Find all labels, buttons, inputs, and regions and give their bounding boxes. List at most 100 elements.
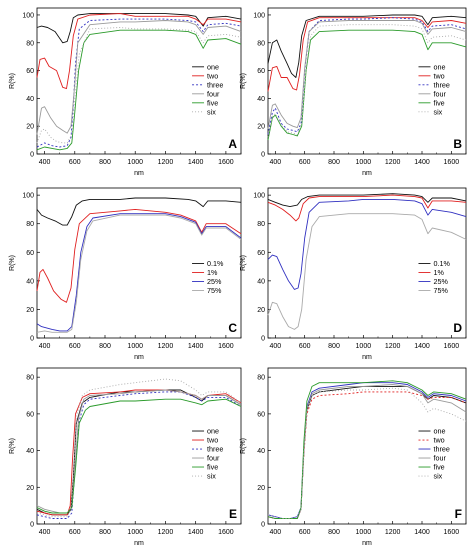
y-tick-label: 80 <box>257 375 265 382</box>
x-tick-label: 400 <box>269 529 281 536</box>
y-tick-label: 20 <box>26 307 34 314</box>
legend: 0.1%1%25%75% <box>418 259 450 295</box>
x-tick-label: 1400 <box>414 343 430 350</box>
legend-label: one <box>207 427 219 436</box>
x-tick-label: 800 <box>99 529 111 536</box>
series-line-3 <box>36 213 242 332</box>
y-axis-label: R(%) <box>9 73 16 89</box>
y-tick-label: 0 <box>30 522 34 529</box>
y-tick-label: 100 <box>253 193 265 200</box>
y-tick-label: 0 <box>30 336 34 343</box>
legend-label: five <box>433 463 444 472</box>
legend-label: four <box>433 454 446 463</box>
legend-label: 1% <box>207 268 218 277</box>
x-tick-label: 400 <box>269 343 281 350</box>
x-tick-label: 600 <box>299 159 311 166</box>
series-line-6 <box>267 24 467 138</box>
y-axis-label: R(%) <box>9 255 16 271</box>
y-axis-label: R(%) <box>240 255 247 271</box>
series-line-5 <box>36 398 242 514</box>
chart-panel-a: 400 600 800 1000 1200 1400 1600 0 20 40 60 80 100 nm R… <box>9 7 242 177</box>
series-line-4 <box>36 214 242 333</box>
legend-label: 1% <box>433 268 444 277</box>
y-tick-label: 40 <box>26 448 34 455</box>
series-line-3 <box>267 17 467 135</box>
y-tick-label: 80 <box>26 40 34 47</box>
y-tick-label: 20 <box>257 307 265 314</box>
plot-frame <box>36 367 242 525</box>
x-tick-label: 1200 <box>385 343 401 350</box>
x-tick-label: 800 <box>328 343 340 350</box>
legend-label: three <box>433 445 449 454</box>
x-tick-label: 1000 <box>127 343 143 350</box>
legend-label: 75% <box>433 286 448 295</box>
series-line-4 <box>267 20 467 130</box>
series-line-2 <box>267 194 467 222</box>
y-tick-label: 0 <box>261 336 265 343</box>
legend-label: five <box>207 463 218 472</box>
x-tick-label: 1200 <box>158 343 174 350</box>
y-tick-label: 20 <box>257 485 265 492</box>
x-tick-label: 1000 <box>356 529 372 536</box>
legend-label: six <box>433 107 442 116</box>
y-axis-label: R(%) <box>9 438 16 454</box>
y-tick-label: 0 <box>30 152 34 159</box>
x-axis-label: nm <box>362 354 372 361</box>
series-line-4 <box>36 20 242 135</box>
x-tick-label: 400 <box>39 529 51 536</box>
x-tick-label: 1400 <box>188 159 204 166</box>
x-tick-label: 600 <box>69 529 81 536</box>
y-tick-label: 40 <box>257 278 265 285</box>
series-line-5 <box>267 29 467 141</box>
y-tick-label: 0 <box>261 152 265 159</box>
legend-label: two <box>433 436 444 445</box>
legend-label: two <box>433 71 444 80</box>
panel-label: C <box>228 321 237 335</box>
legend-label: six <box>207 107 216 116</box>
legend-label: three <box>207 445 223 454</box>
y-tick-label: 0 <box>261 522 265 529</box>
series-line-1 <box>36 197 242 226</box>
x-axis-label: nm <box>134 540 144 547</box>
legend-label: 0.1% <box>433 259 450 268</box>
y-tick-label: 20 <box>26 124 34 131</box>
legend-label: two <box>207 436 218 445</box>
x-tick-label: 1000 <box>356 343 372 350</box>
legend-label: four <box>207 454 220 463</box>
series-line-1 <box>267 14 467 78</box>
chart-panel-b: 400 600 800 1000 1200 1400 1600 0 20 40 60 80 100 nm R… <box>240 7 467 177</box>
series-line-4 <box>267 213 467 330</box>
panel-label: F <box>455 507 462 521</box>
legend: 0.1%1%25%75% <box>192 259 224 295</box>
y-tick-label: 100 <box>22 12 34 19</box>
series-line-1 <box>36 13 242 44</box>
chart-panel-c: 400 600 800 1000 1200 1400 1600 0 20 40 60 80 100 nm R… <box>9 187 242 361</box>
x-tick-label: 1400 <box>188 529 204 536</box>
x-tick-label: 400 <box>39 343 51 350</box>
series-line-2 <box>267 391 467 519</box>
legend-label: one <box>433 62 445 71</box>
x-axis-label: nm <box>134 354 144 361</box>
y-tick-label: 20 <box>257 124 265 131</box>
y-tick-label: 20 <box>26 485 34 492</box>
legend-label: three <box>207 80 223 89</box>
legend-label: one <box>207 62 219 71</box>
x-tick-label: 1600 <box>444 529 460 536</box>
legend-label: four <box>433 89 446 98</box>
x-tick-label: 1400 <box>188 343 204 350</box>
x-tick-label: 1600 <box>218 159 234 166</box>
x-tick-label: 600 <box>299 343 311 350</box>
plot-frame <box>36 7 242 155</box>
x-tick-label: 1000 <box>356 159 372 166</box>
plot-frame <box>267 7 467 155</box>
x-tick-label: 1600 <box>218 343 234 350</box>
x-tick-label: 1400 <box>414 159 430 166</box>
series-line-5 <box>36 29 242 151</box>
y-axis-label: R(%) <box>240 438 247 454</box>
legend-label: 0.1% <box>207 259 224 268</box>
y-tick-label: 100 <box>253 12 265 19</box>
